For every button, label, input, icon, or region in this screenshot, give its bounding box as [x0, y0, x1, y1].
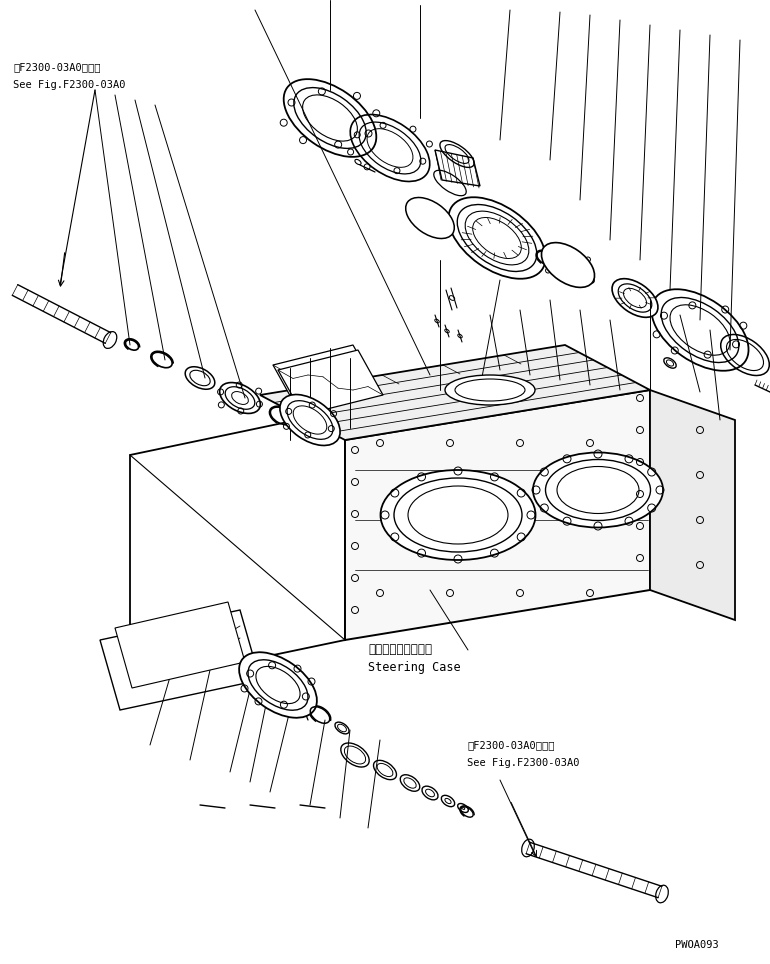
Ellipse shape	[541, 243, 594, 287]
Ellipse shape	[406, 198, 454, 238]
Polygon shape	[278, 350, 383, 415]
Ellipse shape	[380, 470, 535, 560]
Ellipse shape	[533, 452, 663, 527]
Polygon shape	[130, 410, 345, 685]
Ellipse shape	[239, 653, 317, 718]
Ellipse shape	[612, 279, 658, 317]
Ellipse shape	[445, 375, 535, 405]
Ellipse shape	[448, 198, 545, 279]
Polygon shape	[650, 390, 735, 620]
Text: See Fig.F2300-03A0: See Fig.F2300-03A0	[467, 758, 580, 768]
Ellipse shape	[280, 394, 340, 445]
Polygon shape	[115, 602, 245, 688]
Polygon shape	[100, 610, 260, 710]
Polygon shape	[435, 150, 480, 186]
Polygon shape	[345, 390, 650, 640]
Text: 第F2300-03A0図参照: 第F2300-03A0図参照	[467, 740, 554, 750]
Text: Steering Case: Steering Case	[368, 661, 460, 674]
Text: 第F2300-03A0図参照: 第F2300-03A0図参照	[13, 62, 101, 72]
Polygon shape	[260, 345, 650, 440]
Ellipse shape	[651, 289, 748, 371]
Polygon shape	[273, 345, 378, 410]
Text: PWOA093: PWOA093	[675, 940, 718, 950]
Text: See Fig.F2300-03A0: See Fig.F2300-03A0	[13, 80, 126, 90]
Text: ステアリングケース: ステアリングケース	[368, 643, 432, 656]
